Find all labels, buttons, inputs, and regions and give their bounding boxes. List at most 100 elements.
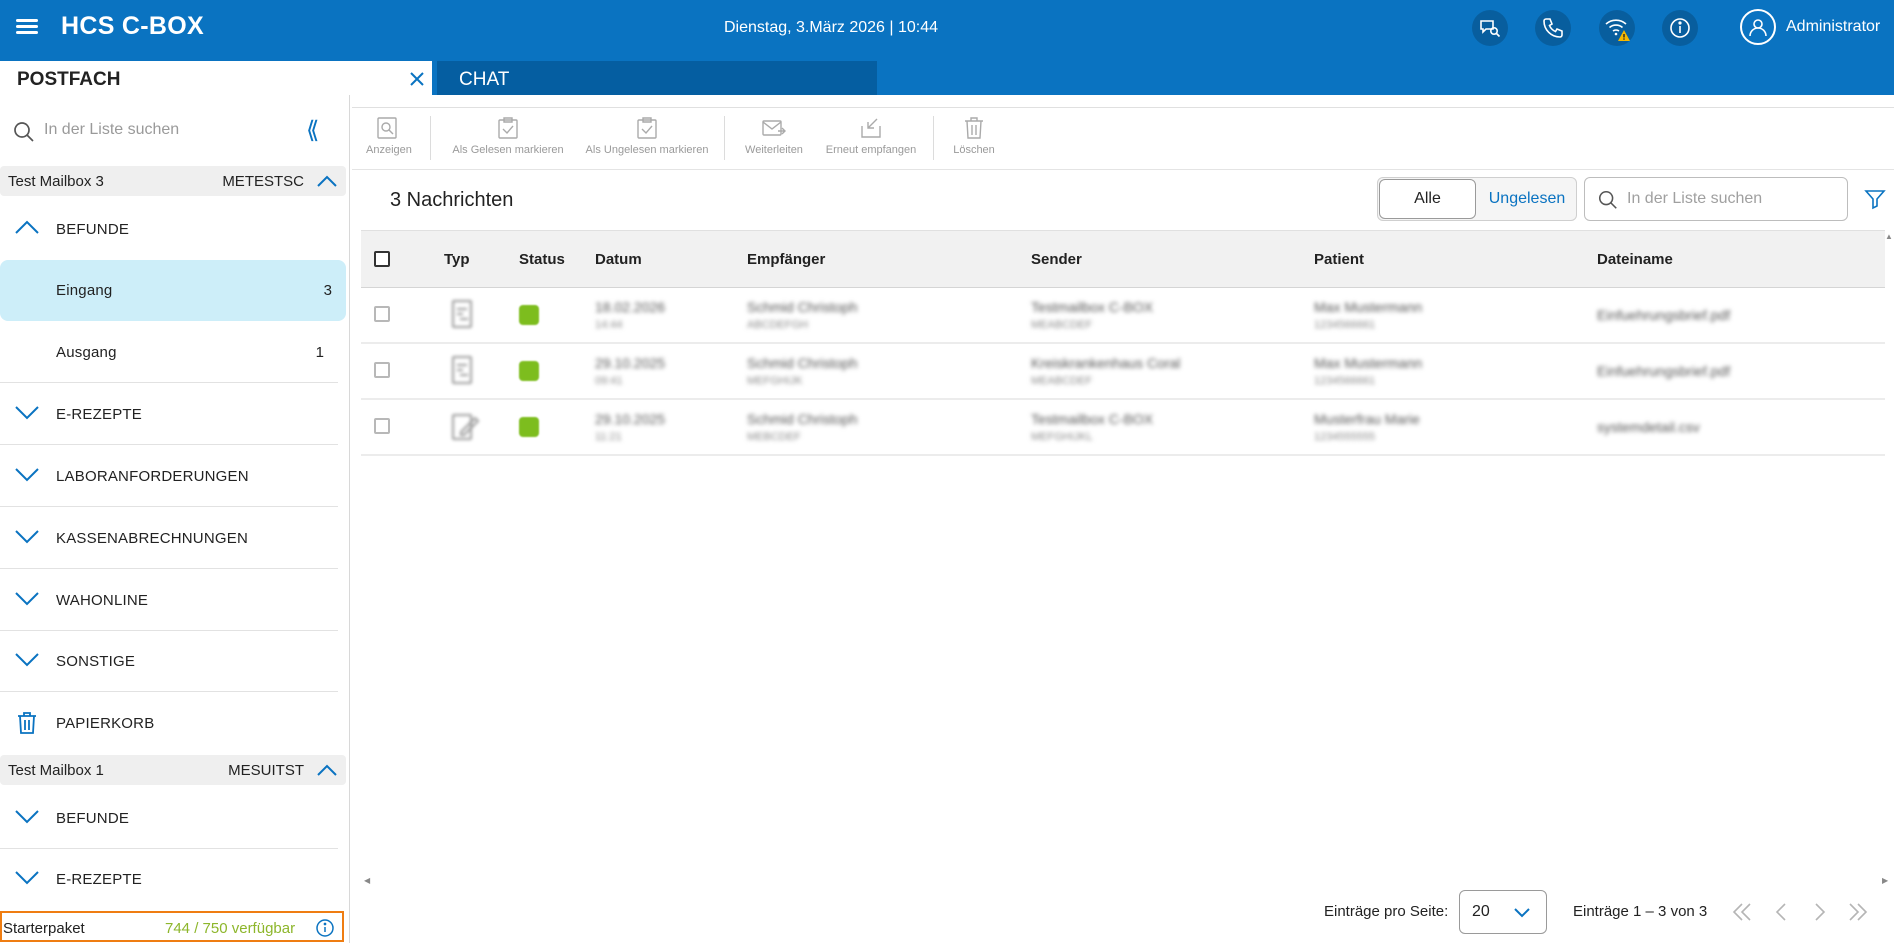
scroll-right-arrow-icon[interactable]: ▶	[1882, 876, 1889, 885]
chat-search-icon[interactable]	[1472, 10, 1508, 46]
column-header-datum[interactable]: Datum	[595, 251, 642, 268]
sidebar-item-papierkorb[interactable]: PAPIERKORB	[0, 693, 338, 754]
phone-icon[interactable]	[1535, 10, 1571, 46]
chevron-down-icon	[15, 468, 39, 482]
search-icon	[1598, 190, 1617, 209]
list-search-input[interactable]	[1627, 187, 1837, 211]
cell-empfaenger-sub: MEFGHIJK	[747, 375, 803, 387]
cell-datum-sub: 09:41	[595, 375, 623, 387]
receive-again-icon	[861, 118, 881, 138]
message-list-panel: Anzeigen Als Gelesen markieren Als Ungel…	[352, 107, 1894, 943]
row-checkbox[interactable]	[374, 362, 390, 378]
receive-again-label: Erneut empfangen	[825, 144, 917, 156]
sidebar: ⟪ Test Mailbox 3 METESTSC BEFUNDE Eingan…	[0, 95, 350, 943]
sidebar-item-sonstige[interactable]: SONSTIGE	[0, 631, 338, 692]
sidebar-item-wahonline[interactable]: WAHONLINE	[0, 570, 338, 631]
mark-read-button[interactable]: Als Gelesen markieren	[448, 116, 568, 156]
sidebar-item-kassenabrechnungen[interactable]: KASSENABRECHNUNGEN	[0, 508, 338, 569]
table-row[interactable]: 29.10.2025 09:41 Schmid Christoph MEFGHI…	[361, 344, 1885, 400]
plan-label: Starterpaket	[3, 920, 85, 937]
toolbar-divider	[430, 116, 431, 160]
user-menu[interactable]: Administrator	[1740, 9, 1880, 45]
wifi-warning-icon[interactable]	[1599, 10, 1635, 46]
cell-empfaenger: Schmid Christoph	[747, 411, 858, 427]
sidebar-item-label: E-REZEPTE	[56, 871, 142, 888]
last-page-icon[interactable]	[1846, 900, 1870, 924]
cell-empfaenger: Schmid Christoph	[747, 299, 858, 315]
chevron-up-icon	[317, 764, 337, 776]
sidebar-item-ausgang[interactable]: Ausgang 1	[0, 322, 338, 383]
sidebar-item-e-rezepte[interactable]: E-REZEPTE	[0, 384, 338, 445]
column-header-patient[interactable]: Patient	[1314, 251, 1365, 268]
collapse-sidebar-icon[interactable]: ⟪	[306, 117, 320, 144]
read-filter-toggle: Alle Ungelesen	[1377, 177, 1577, 221]
close-tab-icon[interactable]	[405, 67, 429, 91]
table-row[interactable]: 29.10.2025 11:21 Schmid Christoph MEBCDE…	[361, 400, 1885, 456]
cell-datum: 29.10.2025	[595, 355, 666, 371]
cell-sender-sub: MEABCDEF	[1031, 319, 1093, 331]
cell-empfaenger-sub: ABCDEFGH	[747, 319, 809, 331]
tab-postfach-label: POSTFACH	[17, 69, 121, 90]
sidebar-item-e-rezepte[interactable]: E-REZEPTE	[0, 849, 338, 910]
sidebar-item-befunde[interactable]: BEFUNDE	[0, 788, 338, 849]
cell-patient: Max Mustermann	[1314, 355, 1423, 371]
forward-label: Weiterleiten	[745, 144, 803, 156]
scroll-left-arrow-icon[interactable]: ◀	[364, 876, 371, 885]
mailbox-header[interactable]: Test Mailbox 3 METESTSC	[0, 166, 346, 196]
mailbox-name: Test Mailbox 3	[8, 173, 104, 190]
delete-button[interactable]: Löschen	[949, 116, 999, 156]
list-search	[1584, 177, 1848, 221]
cell-empfaenger-sub: MEBCDEF	[747, 431, 801, 443]
first-page-icon[interactable]	[1730, 900, 1754, 924]
forward-button[interactable]: Weiterleiten	[739, 116, 809, 156]
column-header-status[interactable]: Status	[519, 251, 565, 268]
column-header-dateiname[interactable]: Dateiname	[1597, 251, 1673, 268]
status-indicator	[519, 361, 539, 381]
scroll-up-arrow-icon[interactable]: ▲	[1885, 232, 1893, 241]
tab-postfach[interactable]: POSTFACH	[0, 61, 432, 95]
cell-sender: Testmailbox C-BOX	[1031, 299, 1154, 315]
search-icon	[14, 122, 34, 142]
user-name: Administrator	[1786, 18, 1881, 35]
clipboard-check-icon	[498, 117, 518, 139]
chevron-down-icon	[1514, 908, 1530, 918]
cell-dateiname: Einfuehrungsbrief.pdf	[1597, 307, 1731, 323]
previous-page-icon[interactable]	[1770, 900, 1794, 924]
row-checkbox[interactable]	[374, 306, 390, 322]
prescription-type-icon	[452, 414, 480, 440]
sidebar-search: ⟪	[0, 107, 350, 153]
cell-datum: 18.02.2026	[595, 299, 666, 315]
page-size-label: Einträge pro Seite:	[1324, 903, 1449, 920]
tab-chat[interactable]: CHAT	[437, 61, 877, 95]
show-button[interactable]: Anzeigen	[366, 116, 412, 156]
column-header-sender[interactable]: Sender	[1031, 251, 1082, 268]
hamburger-menu-icon[interactable]	[14, 16, 40, 40]
sidebar-item-count: 3	[323, 282, 332, 299]
row-checkbox[interactable]	[374, 418, 390, 434]
sidebar-item-eingang[interactable]: Eingang 3	[0, 260, 346, 321]
sidebar-item-label: PAPIERKORB	[56, 715, 155, 732]
filter-unread-button[interactable]: Ungelesen	[1488, 190, 1566, 207]
mark-unread-button[interactable]: Als Ungelesen markieren	[582, 116, 712, 156]
select-all-checkbox[interactable]	[374, 251, 390, 267]
chevron-up-icon	[317, 175, 337, 187]
chevron-down-icon	[15, 406, 39, 420]
next-page-icon[interactable]	[1807, 900, 1831, 924]
table-row[interactable]: 18.02.2026 14:44 Schmid Christoph ABCDEF…	[361, 288, 1885, 344]
info-icon[interactable]	[315, 918, 335, 938]
page-size-select[interactable]: 20	[1459, 890, 1547, 934]
plan-status: Starterpaket 744 / 750 verfügbar	[0, 911, 344, 942]
info-icon[interactable]	[1662, 10, 1698, 46]
sidebar-search-input[interactable]	[44, 117, 294, 143]
mark-read-label: Als Gelesen markieren	[452, 144, 564, 156]
filter-all-button[interactable]: Alle	[1379, 179, 1476, 219]
column-header-empfaenger[interactable]: Empfänger	[747, 251, 826, 268]
column-header-typ[interactable]: Typ	[444, 251, 470, 268]
sidebar-item-laboranforderungen[interactable]: LABORANFORDERUNGEN	[0, 446, 338, 507]
mail-forward-icon	[762, 120, 786, 136]
filter-icon[interactable]	[1864, 188, 1886, 210]
sidebar-item-befunde[interactable]: BEFUNDE	[0, 199, 338, 260]
mailbox-code: MESUITST	[228, 762, 304, 779]
mailbox-header[interactable]: Test Mailbox 1 MESUITST	[0, 755, 346, 785]
receive-again-button[interactable]: Erneut empfangen	[820, 116, 922, 156]
